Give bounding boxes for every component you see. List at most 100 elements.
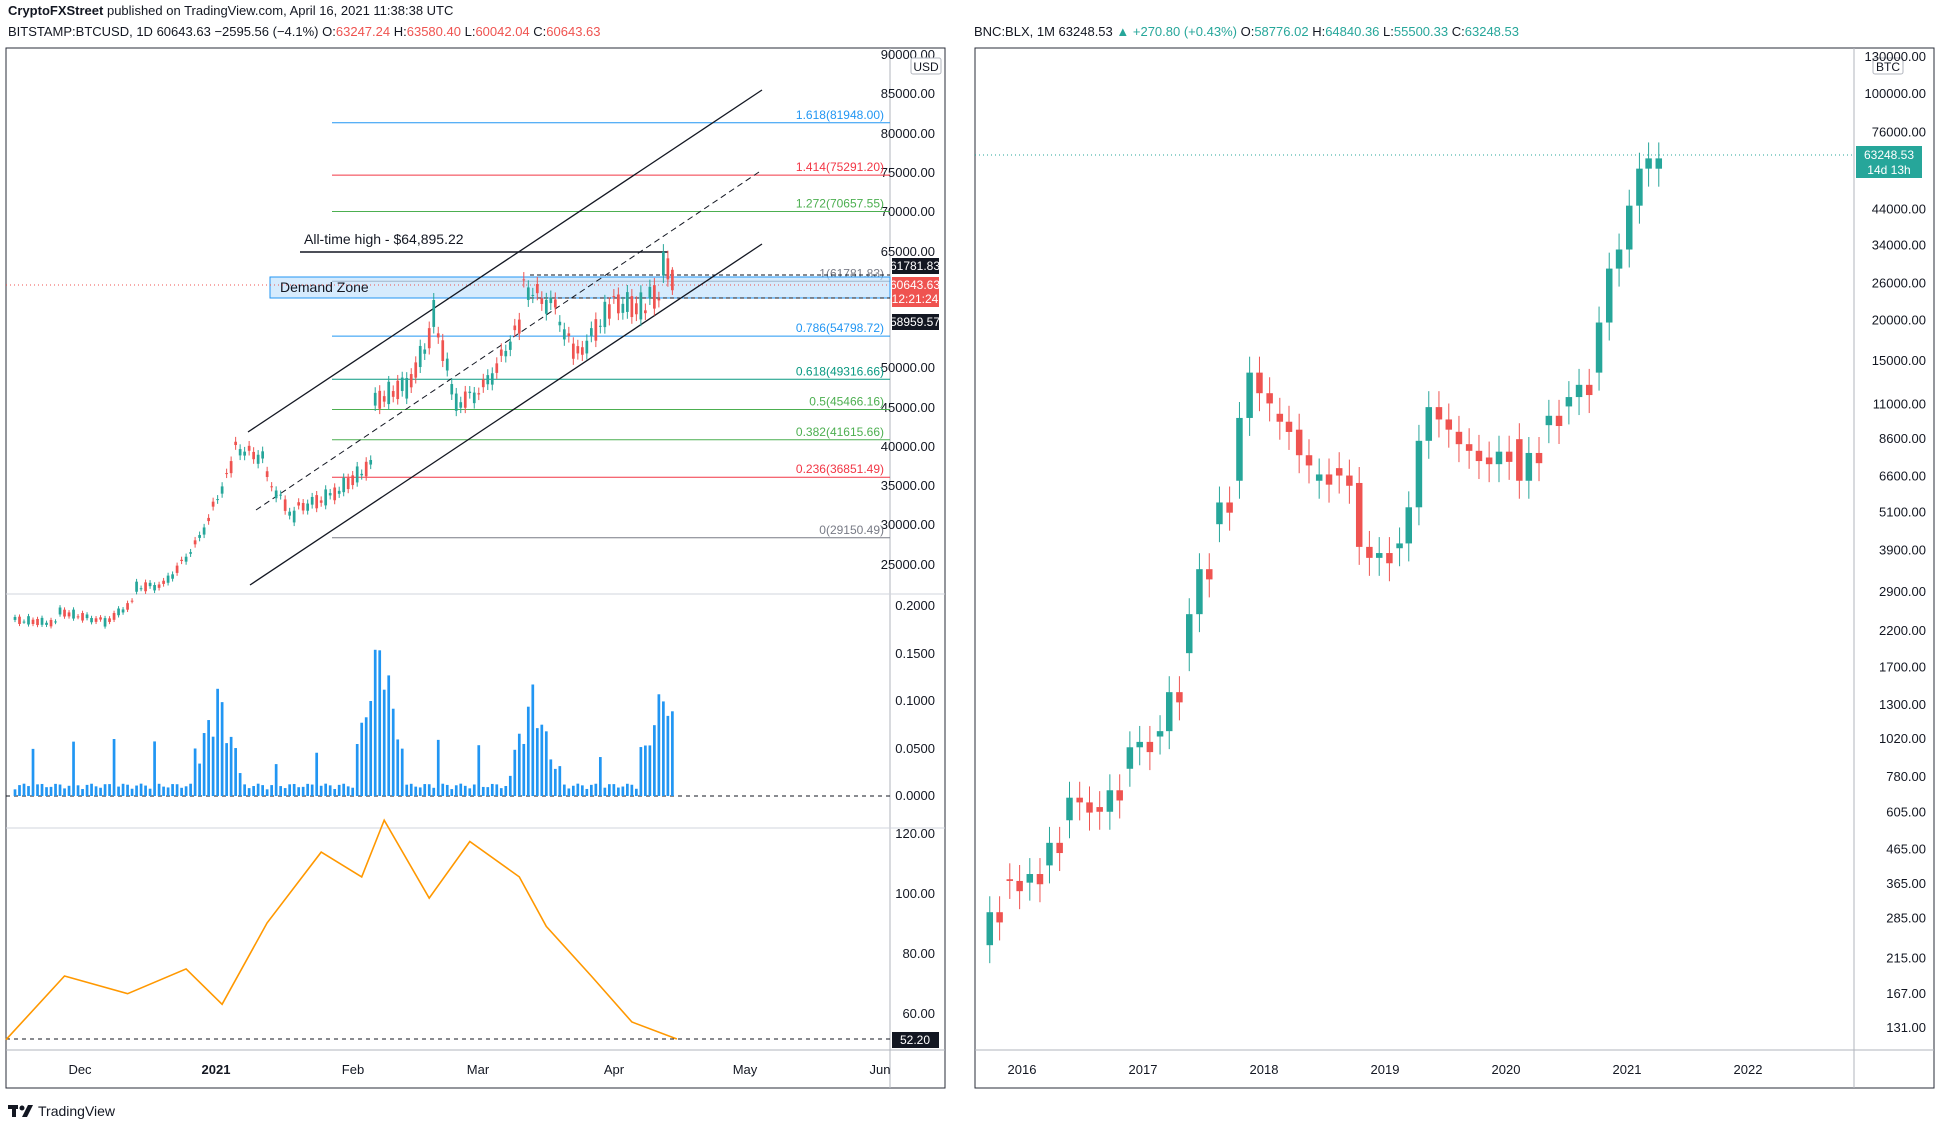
channel-median[interactable]	[255, 169, 763, 511]
right-price-tick: 11000.00	[1873, 397, 1926, 412]
price-tag-current	[892, 277, 939, 307]
candle-body	[486, 375, 490, 385]
monthly-candle-body	[996, 912, 1003, 923]
volume-bar	[144, 785, 147, 796]
candle-body	[324, 489, 328, 506]
monthly-candle-body	[1186, 614, 1193, 654]
left-price-tick: 80000.00	[881, 126, 935, 141]
left-symbol[interactable]: BITSTAMP:BTCUSD, 1D	[8, 24, 153, 39]
volume-bar	[315, 752, 319, 796]
volume-bar	[31, 748, 35, 796]
channel-lower[interactable]	[249, 243, 763, 586]
volume-bar	[324, 783, 328, 796]
candle-body	[166, 575, 170, 583]
volume-bar	[18, 785, 21, 796]
right-currency-label: BTC	[1876, 60, 1900, 74]
candle-body	[135, 581, 138, 592]
candle-body	[648, 286, 652, 298]
candle-body	[450, 384, 454, 395]
channel-upper[interactable]	[247, 89, 763, 433]
candle-body	[171, 574, 174, 579]
fibonacci-levels[interactable]: 1.618(81948.00) 1.414(75291.20) 1.272(7065…	[332, 108, 890, 539]
candle-body	[283, 499, 287, 511]
volume-bar	[486, 787, 490, 796]
volume-bar	[99, 787, 102, 796]
candle-body	[310, 496, 314, 505]
volume-bar	[306, 783, 310, 796]
candle-body	[535, 284, 539, 294]
right-price-tag	[1856, 146, 1922, 178]
candle-body	[378, 390, 382, 409]
right-price-tick: 3900.00	[1879, 542, 1926, 557]
candle-body	[288, 511, 292, 516]
volume-bar	[495, 784, 499, 796]
monthly-candle-body	[1535, 452, 1543, 464]
fib-level-label: 0.382(41615.66)	[796, 425, 884, 439]
osc-tick: 80.00	[902, 946, 935, 961]
volume-bar	[229, 736, 233, 796]
candle-body	[468, 391, 472, 394]
time-tick: Mar	[467, 1062, 490, 1077]
left-open: 63247.24	[335, 24, 391, 39]
right-price-tick: 26000.00	[1872, 275, 1926, 290]
left-price-tick: 40000.00	[881, 439, 935, 454]
candle-body	[72, 609, 75, 619]
monthly-candle-body	[1206, 569, 1213, 580]
volume-bar	[630, 784, 634, 796]
candle-body	[472, 392, 476, 404]
volume-bar	[211, 736, 215, 796]
volume-bar	[607, 784, 611, 796]
candle-body	[508, 341, 512, 350]
tradingview-logo[interactable]: TradingView	[8, 1103, 115, 1119]
monthly-candle-body	[1315, 474, 1323, 481]
volume-bar	[148, 788, 152, 796]
volume-bar	[207, 720, 210, 796]
time-tick: 2020	[1492, 1062, 1521, 1077]
right-candles	[986, 142, 1663, 964]
volume-bar	[531, 684, 535, 796]
volume-bar	[171, 784, 174, 796]
candle-body	[671, 269, 674, 291]
candle-body	[481, 379, 485, 388]
monthly-candle-body	[1585, 384, 1593, 396]
candle-body	[112, 613, 116, 620]
volume-bar	[351, 787, 355, 796]
candle-body	[513, 325, 517, 331]
monthly-candle-body	[1425, 407, 1433, 441]
left-price-tick: 50000.00	[881, 360, 935, 375]
price-tag-61781-text: 61781.83	[890, 259, 940, 273]
monthly-candle-body	[1396, 543, 1403, 549]
right-price-tick: 2900.00	[1879, 584, 1926, 599]
volume-bar	[328, 785, 332, 796]
right-price-tick: 20000.00	[1872, 312, 1926, 327]
volume-bar	[108, 784, 111, 796]
candle-body	[657, 298, 661, 301]
left-change: −2595.56 (−4.1%)	[214, 24, 319, 39]
volume-bar	[243, 784, 246, 796]
monthly-candle-body	[1106, 790, 1114, 812]
volume-bar	[40, 783, 44, 796]
candle-body	[54, 621, 57, 623]
right-symbol[interactable]: BNC:BLX, 1M	[974, 24, 1055, 39]
candle-body	[522, 279, 526, 281]
candle-body	[139, 588, 143, 590]
volume-bar	[355, 744, 359, 796]
candle-body	[220, 486, 224, 494]
candle-body	[216, 499, 219, 501]
right-countdown-tag: 14d 13h	[1867, 163, 1910, 177]
candle-body	[207, 517, 210, 522]
publisher-author: CryptoFXStreet	[8, 3, 104, 18]
candle-body	[58, 607, 62, 615]
candle-body	[319, 500, 323, 503]
volume-bar	[261, 785, 264, 796]
candle-body	[252, 451, 255, 460]
volume-bar	[63, 788, 66, 796]
volume-bar	[418, 787, 422, 796]
candle-body	[117, 608, 120, 616]
monthly-candle-body	[1116, 790, 1123, 801]
volume-bar	[450, 789, 454, 796]
volume-bar	[274, 764, 278, 796]
candle-body	[612, 296, 616, 298]
volume-bar	[220, 702, 224, 796]
